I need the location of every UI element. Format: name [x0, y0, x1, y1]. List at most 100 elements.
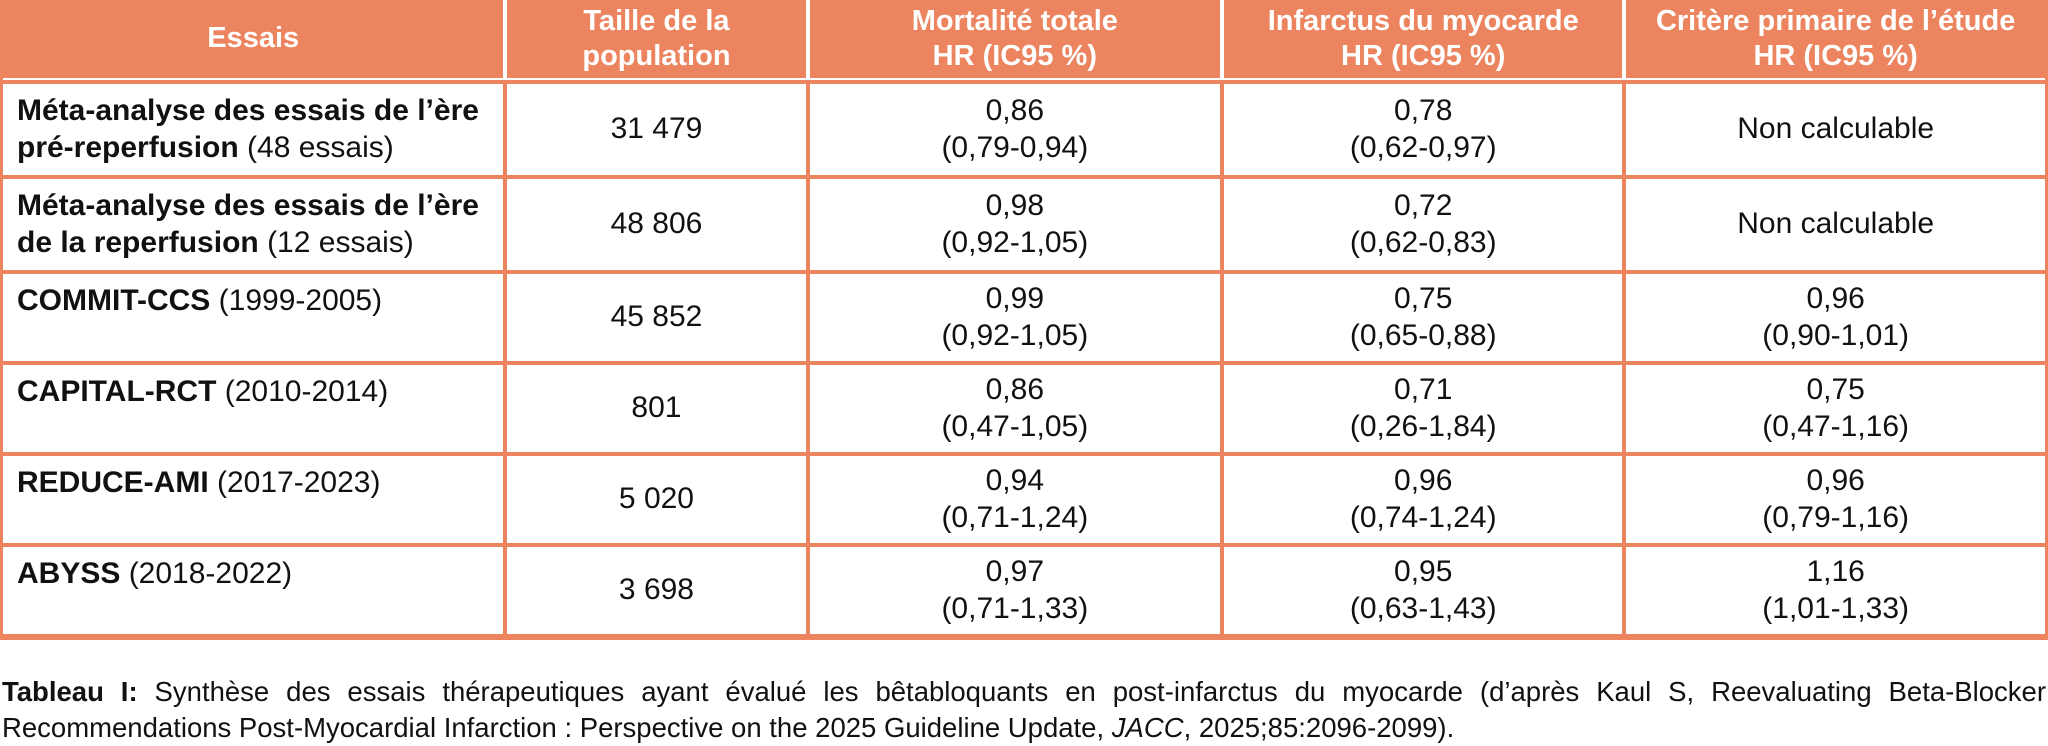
- hr-ci: (0,65-0,88): [1349, 319, 1497, 353]
- trials-table: Essais Taille de la population Mortalité…: [0, 0, 2048, 640]
- population-value: 801: [631, 391, 682, 425]
- cell-mortalite: 0,99 (0,92-1,05): [810, 273, 1225, 361]
- hr-ci: (0,92-1,05): [941, 226, 1089, 260]
- header-critere-primaire: Critère primaire de l’étude HR (IC95 %): [1655, 5, 2016, 72]
- cell-critere-primaire: Non calculable: [1626, 179, 2045, 270]
- header-essais: Essais: [3, 0, 508, 78]
- hr-value: 0,95: [1394, 554, 1453, 588]
- hr-value: 0,97: [985, 554, 1045, 588]
- cell-infarctus: 0,78 (0,62-0,97): [1224, 83, 1627, 175]
- cell-infarctus: 0,71 (0,26-1,84): [1224, 364, 1627, 452]
- cell-essai: COMMIT-CCS (1999-2005): [3, 273, 508, 361]
- table-header-row: Essais Taille de la population Mortalité…: [3, 0, 2045, 80]
- cell-population: 3 698: [507, 546, 810, 634]
- cell-essai: ABYSS (2018-2022): [3, 546, 508, 634]
- hr-ci: (0,90-1,01): [1762, 319, 1910, 353]
- cell-population: 31 479: [507, 83, 810, 175]
- trial-name: Méta-analyse des essais de l’ère de la r…: [17, 188, 479, 260]
- trial-detail: (2010-2014): [216, 374, 389, 408]
- hr-value: 0,71: [1394, 372, 1453, 406]
- cell-mortalite: 0,86 (0,79-0,94): [810, 83, 1225, 175]
- trial-name: REDUCE-AMI: [17, 465, 209, 499]
- population-value: 3 698: [618, 573, 694, 607]
- cell-critere-primaire: Non calculable: [1626, 84, 2045, 175]
- hr-ci: (0,79-1,16): [1762, 501, 1910, 535]
- hr-value: 0,94: [985, 463, 1045, 497]
- hr-ci: (0,71-1,24): [941, 501, 1089, 535]
- table-row: CAPITAL-RCT (2010-2014) 801 0,86 (0,47-1…: [3, 360, 2045, 452]
- cell-critere-primaire: 0,75 (0,47-1,16): [1626, 365, 2045, 452]
- hr-value: 0,78: [1394, 93, 1453, 127]
- cell-critere-primaire: 0,96 (0,79-1,16): [1626, 456, 2045, 543]
- hr-ci: (0,47-1,05): [941, 410, 1089, 444]
- caption-label: Tableau I:: [2, 675, 138, 707]
- table-caption: Tableau I: Synthèse des essais thérapeut…: [0, 674, 2048, 746]
- table-row: REDUCE-AMI (2017-2023) 5 020 0,94 (0,71-…: [3, 451, 2045, 543]
- table-row: Méta-analyse des essais de l’ère pré-rep…: [3, 79, 2045, 175]
- hr-value: 0,99: [985, 281, 1045, 315]
- hr-value: Non calculable: [1737, 112, 1935, 146]
- hr-value: 0,75: [1806, 372, 1865, 406]
- hr-ci: (0,63-1,43): [1349, 592, 1497, 626]
- cell-essai: REDUCE-AMI (2017-2023): [3, 455, 508, 543]
- table-row: ABYSS (2018-2022) 3 698 0,97 (0,71-1,33)…: [3, 542, 2045, 634]
- cell-population: 801: [507, 364, 810, 452]
- trial-name: COMMIT-CCS: [17, 283, 211, 317]
- hr-ci: (0,47-1,16): [1762, 410, 1910, 444]
- population-value: 31 479: [610, 112, 703, 146]
- hr-ci: (0,62-0,97): [1349, 131, 1497, 165]
- hr-value: Non calculable: [1737, 207, 1935, 241]
- cell-population: 48 806: [507, 178, 810, 270]
- table-row: COMMIT-CCS (1999-2005) 45 852 0,99 (0,92…: [3, 269, 2045, 361]
- hr-ci: (0,74-1,24): [1349, 501, 1497, 535]
- hr-value: 0,72: [1394, 188, 1453, 222]
- hr-value: 0,98: [985, 188, 1045, 222]
- trial-detail: (48 essais): [238, 131, 394, 165]
- trial-detail: (2018-2022): [120, 556, 293, 590]
- trial-detail: (2017-2023): [208, 465, 381, 499]
- population-value: 5 020: [618, 482, 694, 516]
- cell-essai: Méta-analyse des essais de l’ère pré-rep…: [3, 83, 508, 175]
- cell-population: 5 020: [507, 455, 810, 543]
- cell-infarctus: 0,72 (0,62-0,83): [1224, 178, 1627, 270]
- header-population: Taille de la population: [507, 0, 810, 78]
- caption-text-before: Synthèse des essais thérapeutiques ayant…: [2, 675, 2046, 743]
- cell-population: 45 852: [507, 273, 810, 361]
- hr-value: 0,96: [1806, 463, 1865, 497]
- trial-name: ABYSS: [17, 556, 121, 590]
- header-mortalite: Mortalité totale HR (IC95 %): [810, 0, 1225, 78]
- hr-ci: (0,79-0,94): [941, 131, 1089, 165]
- header-infarctus: Infarctus du myocarde HR (IC95 %): [1224, 0, 1627, 78]
- cell-essai: Méta-analyse des essais de l’ère de la r…: [3, 178, 508, 270]
- cell-infarctus: 0,95 (0,63-1,43): [1224, 546, 1627, 634]
- cell-critere-primaire: 1,16 (1,01-1,33): [1626, 547, 2045, 634]
- cell-mortalite: 0,94 (0,71-1,24): [810, 455, 1225, 543]
- hr-ci: (0,92-1,05): [941, 319, 1089, 353]
- cell-infarctus: 0,96 (0,74-1,24): [1224, 455, 1627, 543]
- hr-value: 0,86: [985, 93, 1045, 127]
- population-value: 45 852: [610, 300, 703, 334]
- caption-journal: JACC: [1111, 711, 1184, 743]
- hr-value: 0,75: [1394, 281, 1453, 315]
- trial-detail: (1999-2005): [210, 283, 383, 317]
- hr-ci: (1,01-1,33): [1762, 592, 1910, 626]
- hr-value: 0,96: [1806, 281, 1865, 315]
- cell-mortalite: 0,98 (0,92-1,05): [810, 178, 1225, 270]
- trial-name: Méta-analyse des essais de l’ère pré-rep…: [17, 93, 479, 165]
- hr-ci: (0,71-1,33): [941, 592, 1089, 626]
- caption-text-after: , 2025;85:2096-2099).: [1183, 711, 1455, 743]
- cell-infarctus: 0,75 (0,65-0,88): [1224, 273, 1627, 361]
- hr-ci: (0,62-0,83): [1349, 226, 1497, 260]
- hr-value: 0,96: [1394, 463, 1453, 497]
- hr-value: 0,86: [985, 372, 1045, 406]
- cell-mortalite: 0,97 (0,71-1,33): [810, 546, 1225, 634]
- hr-ci: (0,26-1,84): [1349, 410, 1497, 444]
- population-value: 48 806: [610, 207, 703, 241]
- table-row: Méta-analyse des essais de l’ère de la r…: [3, 174, 2045, 270]
- cell-mortalite: 0,86 (0,47-1,05): [810, 364, 1225, 452]
- trial-name: CAPITAL-RCT: [17, 374, 217, 408]
- cell-critere-primaire: 0,96 (0,90-1,01): [1626, 274, 2045, 361]
- hr-value: 1,16: [1806, 554, 1865, 588]
- cell-essai: CAPITAL-RCT (2010-2014): [3, 364, 508, 452]
